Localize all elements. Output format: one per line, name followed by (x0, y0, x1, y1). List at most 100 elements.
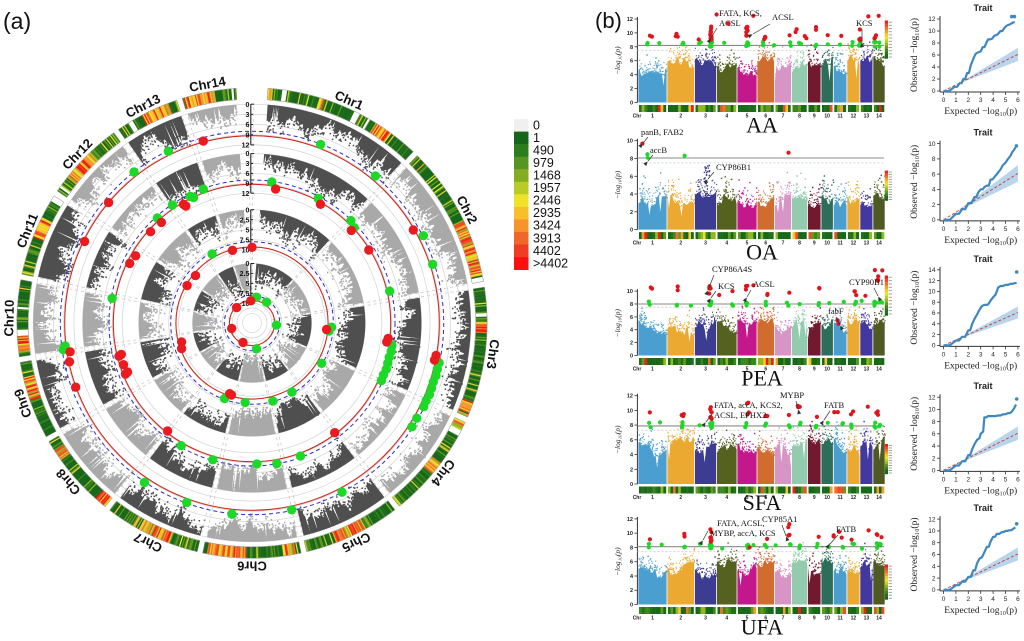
svg-text:CYP86B1: CYP86B1 (716, 162, 751, 172)
svg-text:10: 10 (627, 31, 633, 37)
svg-text:Trait: Trait (973, 254, 992, 264)
svg-text:Chr: Chr (633, 495, 642, 501)
svg-text:1: 1 (651, 495, 654, 501)
svg-text:1: 1 (651, 114, 654, 120)
svg-text:6: 6 (932, 52, 936, 59)
svg-text:4: 4 (630, 328, 634, 334)
svg-text:8: 8 (932, 299, 936, 306)
svg-text:3424: 3424 (533, 219, 561, 233)
svg-text:6: 6 (764, 495, 767, 501)
svg-text:8: 8 (932, 40, 936, 47)
svg-text:Observed −log₁₀(p): Observed −log₁₀(p) (909, 271, 920, 345)
svg-text:12: 12 (928, 16, 936, 23)
svg-text:0: 0 (630, 101, 633, 107)
svg-text:7: 7 (782, 616, 785, 622)
svg-text:11: 11 (837, 367, 843, 373)
svg-text:9: 9 (813, 114, 816, 120)
svg-text:4: 4 (725, 241, 728, 247)
svg-text:(b): (b) (595, 8, 622, 33)
svg-text:10: 10 (824, 616, 830, 622)
svg-text:(a): (a) (3, 8, 31, 34)
svg-text:12: 12 (928, 516, 936, 523)
svg-text:9: 9 (245, 132, 249, 139)
svg-text:10: 10 (928, 141, 936, 148)
svg-text:6: 6 (630, 560, 633, 566)
svg-text:3: 3 (979, 97, 983, 104)
svg-text:8: 8 (630, 157, 633, 163)
svg-text:0: 0 (942, 476, 946, 483)
svg-text:2: 2 (966, 476, 970, 483)
svg-text:5: 5 (746, 495, 749, 501)
svg-text:7: 7 (782, 114, 785, 120)
svg-text:2: 2 (679, 616, 682, 622)
svg-text:2: 2 (932, 575, 936, 582)
svg-text:Observed −log₁₀(p): Observed −log₁₀(p) (909, 18, 920, 92)
svg-text:0: 0 (932, 587, 936, 594)
svg-text:Chr6: Chr6 (237, 559, 267, 574)
svg-text:OA: OA (746, 240, 778, 265)
svg-text:8: 8 (630, 45, 633, 51)
svg-text:8: 8 (932, 419, 936, 426)
svg-text:8: 8 (798, 616, 801, 622)
svg-text:Observed −log₁₀(p): Observed −log₁₀(p) (909, 397, 920, 471)
svg-text:12: 12 (242, 143, 250, 150)
svg-text:6: 6 (1016, 226, 1020, 233)
svg-text:10: 10 (928, 407, 936, 414)
svg-text:1: 1 (954, 97, 958, 104)
svg-text:0: 0 (942, 226, 946, 233)
svg-text:3: 3 (979, 596, 983, 603)
svg-text:6: 6 (1016, 476, 1020, 483)
svg-text:3: 3 (704, 495, 707, 501)
svg-text:2: 2 (630, 341, 633, 347)
svg-text:FATB: FATB (824, 400, 844, 410)
svg-text:Expected −log₁₀(p): Expected −log₁₀(p) (944, 360, 1017, 371)
svg-text:0: 0 (932, 217, 936, 224)
svg-text:Chr: Chr (633, 241, 642, 247)
svg-text:490: 490 (533, 143, 554, 157)
svg-text:8: 8 (630, 302, 633, 308)
svg-text:8: 8 (798, 367, 801, 373)
svg-text:5: 5 (746, 367, 749, 373)
svg-text:FATA, accA, KCS2,: FATA, accA, KCS2, (714, 400, 783, 410)
svg-text:6: 6 (1016, 596, 1020, 603)
svg-text:13: 13 (864, 114, 870, 120)
svg-text:10: 10 (824, 241, 830, 247)
svg-text:2: 2 (679, 495, 682, 501)
svg-text:2: 2 (932, 76, 936, 83)
svg-text:8: 8 (630, 546, 633, 552)
svg-text:−log₁₀(p): −log₁₀(p) (613, 547, 622, 576)
svg-text:Observed −log₁₀(p): Observed −log₁₀(p) (909, 145, 920, 219)
svg-text:9: 9 (245, 181, 249, 188)
svg-text:4: 4 (725, 495, 728, 501)
svg-text:12: 12 (242, 191, 250, 198)
svg-text:7: 7 (782, 495, 785, 501)
svg-text:2: 2 (679, 114, 682, 120)
svg-text:14: 14 (876, 114, 882, 120)
svg-text:6: 6 (932, 431, 936, 438)
svg-text:10: 10 (824, 495, 830, 501)
svg-text:6: 6 (932, 552, 936, 559)
svg-text:2: 2 (630, 210, 633, 216)
svg-text:10: 10 (824, 114, 830, 120)
svg-text:10: 10 (627, 139, 633, 145)
svg-text:ACSL: ACSL (772, 12, 794, 22)
svg-text:12: 12 (851, 241, 857, 247)
svg-text:MYBP, accA, KCS: MYBP, accA, KCS (710, 528, 776, 538)
svg-text:3: 3 (245, 112, 249, 119)
svg-text:5: 5 (1004, 351, 1008, 358)
svg-text:1: 1 (651, 616, 654, 622)
svg-text:6: 6 (932, 171, 936, 178)
svg-text:2: 2 (630, 588, 633, 594)
svg-text:4: 4 (630, 574, 634, 580)
svg-text:3: 3 (704, 367, 707, 373)
svg-text:7: 7 (782, 241, 785, 247)
svg-text:0: 0 (630, 354, 633, 360)
svg-text:4: 4 (725, 114, 728, 120)
svg-text:6: 6 (630, 174, 633, 180)
svg-text:2: 2 (932, 202, 936, 209)
svg-text:13: 13 (864, 241, 870, 247)
svg-text:10: 10 (627, 408, 633, 414)
svg-text:7: 7 (782, 367, 785, 373)
svg-text:Trait: Trait (973, 503, 992, 513)
svg-text:7.5: 7.5 (240, 291, 250, 298)
